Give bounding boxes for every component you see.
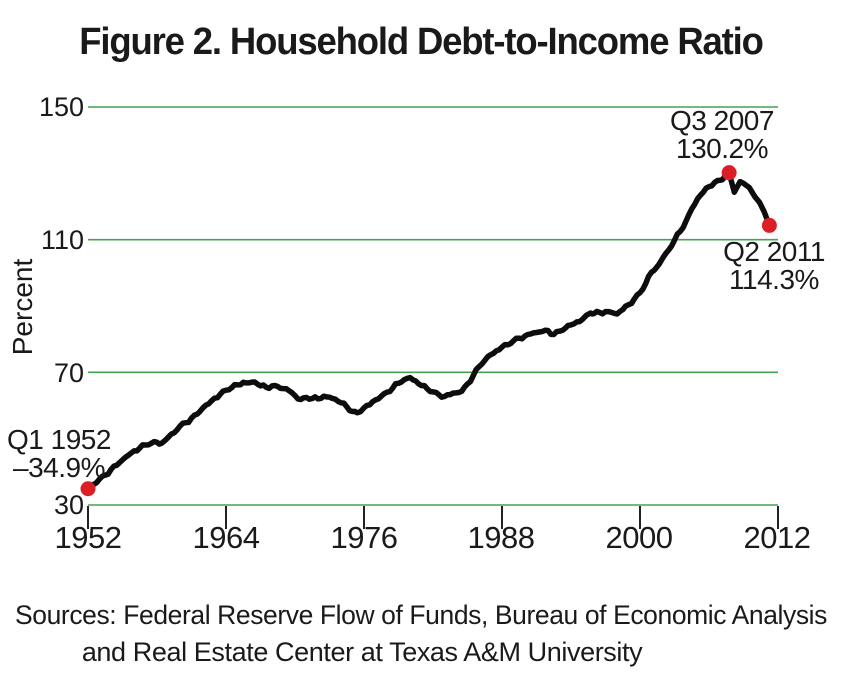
annotation-q1-1952: Q1 1952 –34.9%: [0, 426, 120, 482]
annotation-q2-2011: Q2 2011 114.3%: [699, 238, 842, 294]
x-tick-label-1988: 1988: [467, 520, 535, 555]
x-tick-label-1976: 1976: [330, 520, 398, 555]
annotation-q3-2007-date: Q3 2007: [670, 105, 774, 136]
marker-q3-2007: [721, 165, 737, 181]
marker-q2-2011: [761, 217, 777, 233]
y-tick-label-110: 110: [40, 225, 84, 255]
x-tick-label-2012: 2012: [743, 520, 811, 555]
sources-line-1: Sources: Federal Reserve Flow of Funds, …: [14, 600, 828, 630]
marker-q1-1952: [80, 481, 96, 497]
annotation-q3-2007-value: 130.2%: [676, 133, 768, 164]
annotation-q3-2007: Q3 2007 130.2%: [622, 107, 822, 163]
x-tick-label-1964: 1964: [192, 520, 260, 555]
y-tick-label-70: 70: [53, 358, 84, 388]
annotation-q2-2011-date: Q2 2011: [723, 236, 825, 267]
y-tick-label-30: 30: [53, 490, 84, 520]
annotation-q1-1952-value: –34.9%: [13, 452, 105, 483]
sources-line-2: and Real Estate Center at Texas A&M Univ…: [81, 637, 643, 667]
x-tick-label-2000: 2000: [605, 520, 673, 555]
chart-title: Figure 2. Household Debt-to-Income Ratio: [79, 21, 764, 63]
annotation-q2-2011-value: 114.3%: [729, 264, 819, 295]
annotation-q1-1952-date: Q1 1952: [7, 424, 111, 455]
debt-to-income-line: [85, 169, 773, 492]
x-tick-label-1952: 1952: [54, 520, 122, 555]
y-axis-title: Percent: [7, 258, 38, 356]
y-tick-label-150: 150: [38, 92, 84, 122]
